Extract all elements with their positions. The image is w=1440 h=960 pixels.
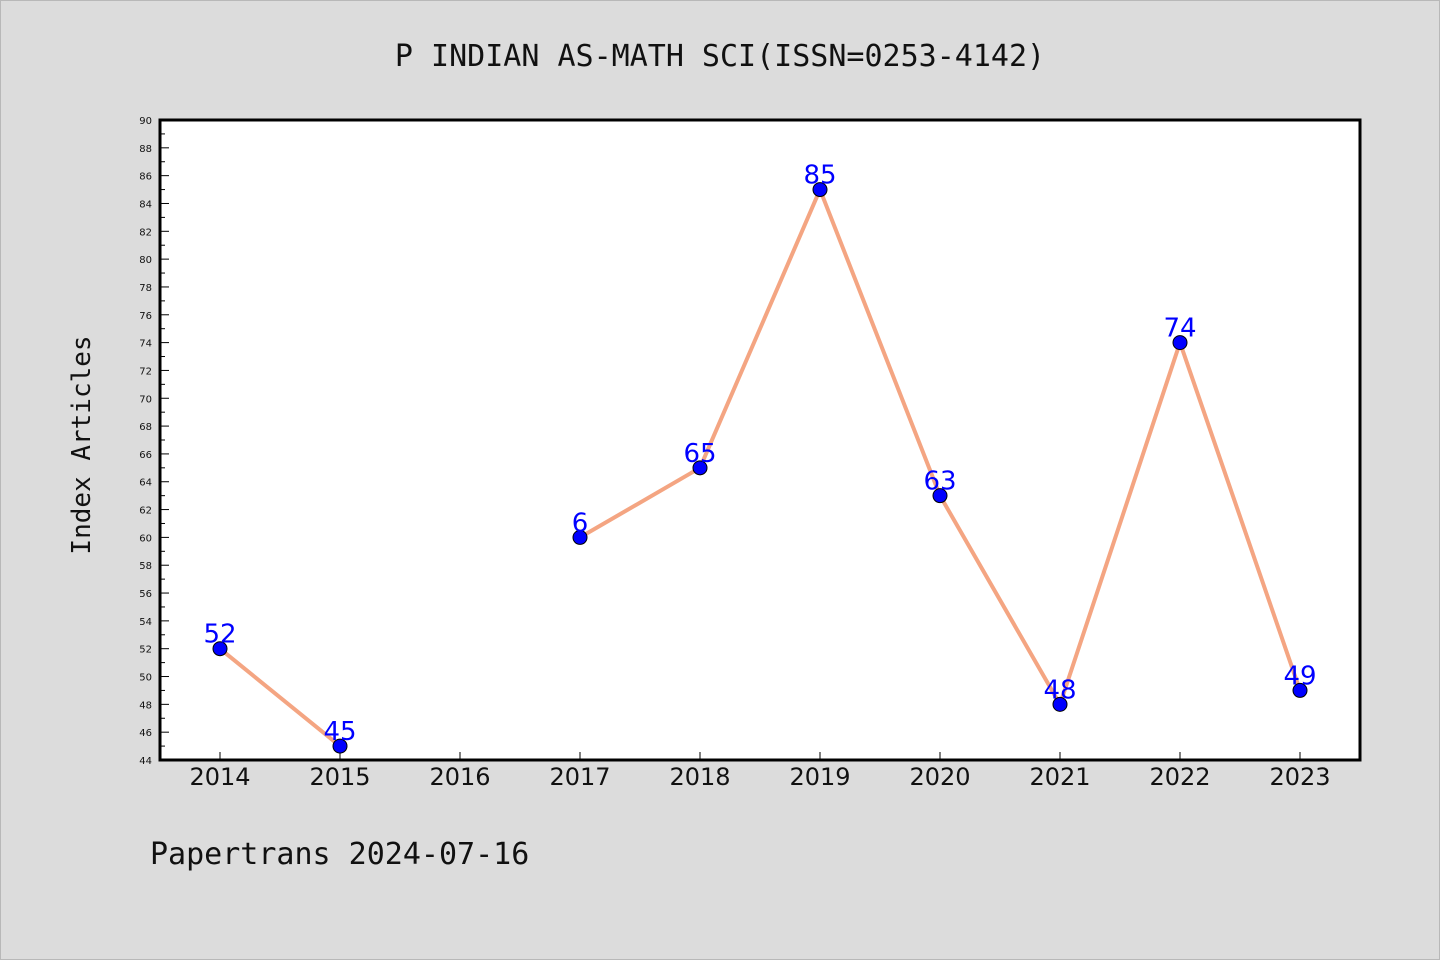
data-label: 49 xyxy=(1283,661,1316,691)
y-tick-label: 46 xyxy=(139,728,152,739)
y-tick-label: 54 xyxy=(139,617,152,628)
y-tick-label: 72 xyxy=(139,366,152,377)
data-label: 6 xyxy=(572,508,589,538)
y-axis-ticks: 44 46 48 50 52 54 56 58 60 62 64 66 68 70 72 74 76 78 80 82… xyxy=(139,116,169,767)
x-tick-label: 2014 xyxy=(189,763,250,791)
data-label: 52 xyxy=(203,620,236,650)
y-tick-label: 56 xyxy=(139,589,152,600)
data-point xyxy=(1292,682,1308,698)
x-tick-label: 2018 xyxy=(669,763,730,791)
x-tick-label: 2020 xyxy=(909,763,970,791)
y-tick-label: 52 xyxy=(139,645,152,656)
y-tick-label: 78 xyxy=(139,283,152,294)
y-tick-label: 68 xyxy=(139,422,152,433)
data-point xyxy=(1052,696,1068,712)
y-tick-label: 86 xyxy=(139,172,152,183)
y-tick-label: 66 xyxy=(139,450,152,461)
series-line-segment xyxy=(578,465,702,540)
data-point xyxy=(332,738,348,754)
y-tick-label: 82 xyxy=(139,227,152,238)
y-tick-label: 50 xyxy=(139,673,152,684)
x-tick-label: 2015 xyxy=(309,763,370,791)
x-tick-label: 2017 xyxy=(549,763,610,791)
y-tick-label: 60 xyxy=(139,533,152,544)
data-point xyxy=(1172,335,1188,351)
y-tick-label: 62 xyxy=(139,506,152,517)
chart-title: P INDIAN AS-MATH SCI(ISSN=0253-4142) xyxy=(395,39,1045,74)
x-tick-label: 2016 xyxy=(429,763,490,791)
y-tick-label: 44 xyxy=(139,756,152,767)
x-tick-label: 2021 xyxy=(1029,763,1090,791)
y-tick-label: 88 xyxy=(139,144,152,155)
data-label: 45 xyxy=(323,717,356,747)
x-tick-label: 2023 xyxy=(1269,763,1330,791)
series-line-segment xyxy=(818,187,942,498)
data-label: 65 xyxy=(683,439,716,469)
y-tick-label: 76 xyxy=(139,311,152,322)
y-tick-label: 48 xyxy=(139,700,152,711)
y-tick-label: 84 xyxy=(139,199,152,210)
y-tick-label: 74 xyxy=(139,339,152,350)
x-axis-ticks: 2014 2015 2016 2017 2018 2019 2020 2021 2022 2023 xyxy=(189,752,1331,791)
series-line-segment xyxy=(1178,340,1302,693)
data-label: 48 xyxy=(1043,675,1076,705)
series-markers xyxy=(212,182,1308,754)
footer-text: Papertrans 2024-07-16 xyxy=(150,837,529,872)
series-line-segment xyxy=(698,187,822,470)
y-tick-label: 70 xyxy=(139,394,152,405)
x-tick-label: 2019 xyxy=(789,763,850,791)
data-label: 63 xyxy=(923,467,956,497)
series-line xyxy=(218,187,1302,749)
series-line-segment xyxy=(938,493,1062,707)
x-tick-label: 2022 xyxy=(1149,763,1210,791)
data-point xyxy=(692,460,708,476)
data-label: 74 xyxy=(1163,314,1196,344)
y-tick-label: 80 xyxy=(139,255,152,266)
data-label: 85 xyxy=(803,161,836,191)
y-tick-label: 64 xyxy=(139,478,152,489)
y-tick-label: 90 xyxy=(139,116,152,127)
series-line-segment xyxy=(218,646,342,749)
series-line-segment xyxy=(1058,340,1182,707)
data-point xyxy=(812,182,828,198)
data-labels: 52 45 6 65 85 63 48 74 49 xyxy=(203,161,1316,748)
plot-area xyxy=(158,118,1362,762)
data-point xyxy=(212,641,228,657)
y-axis-label: Index Articles xyxy=(67,335,97,554)
data-point xyxy=(572,529,588,545)
data-point xyxy=(932,488,948,504)
y-tick-label: 58 xyxy=(139,561,152,572)
